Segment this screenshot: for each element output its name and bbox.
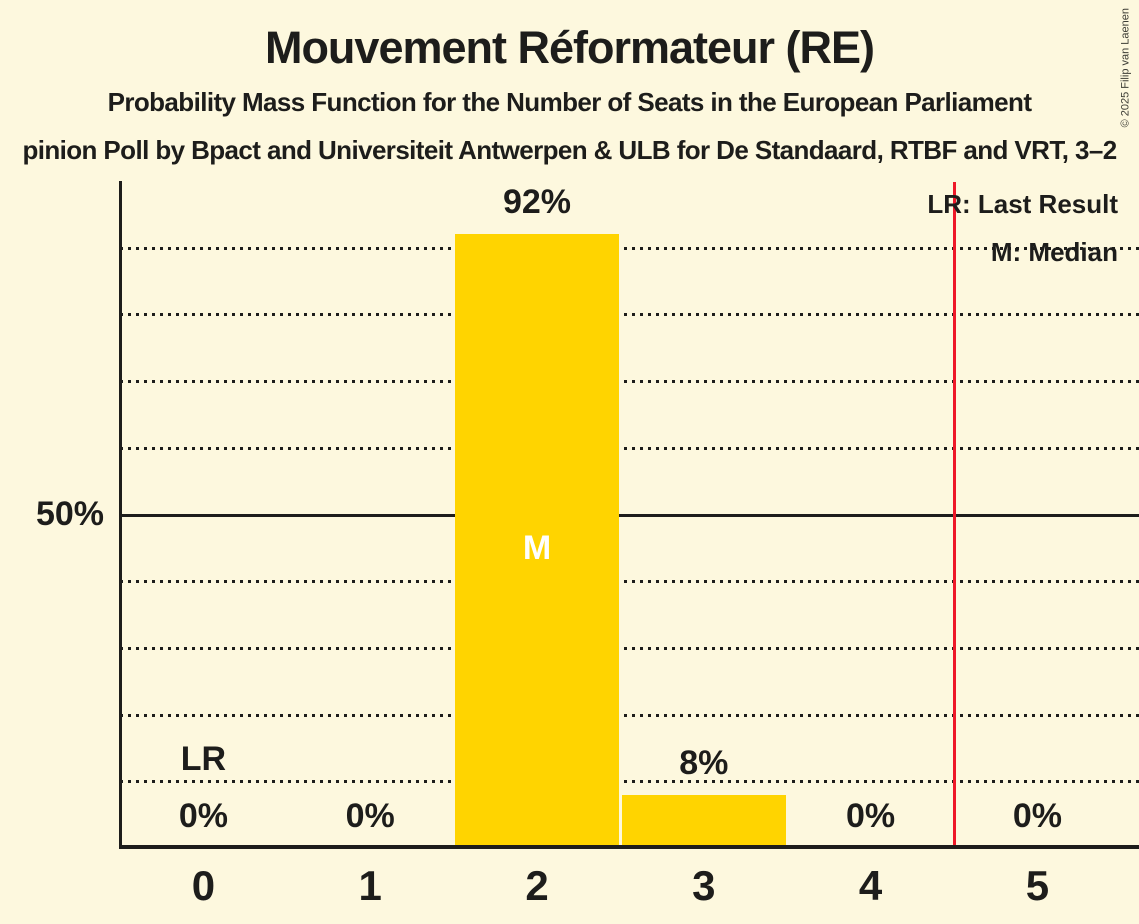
legend-last-result: LR: Last Result [927,189,1118,219]
chart-source-line: pinion Poll by Bpact and Universiteit An… [22,135,1117,165]
gridline-50pct-solid [120,513,1139,517]
x-tick-label: 0 [191,862,216,909]
last-result-marker: LR [180,740,227,778]
last-result-line [952,182,956,845]
chart-subtitle: Probability Mass Function for the Number… [107,87,1032,117]
x-tick-label: 4 [858,862,883,909]
gridline-80pct [120,313,1139,317]
gridline-30pct [120,646,1139,650]
y-axis-line [119,181,122,848]
bar-value-label: 0% [1012,797,1062,835]
gridline-20pct [120,713,1139,717]
chart-title: Mouvement Réformateur (RE) [264,22,875,73]
bar-value-label: 0% [846,797,896,835]
x-tick-label: 1 [358,862,382,909]
legend-median: M: Median [990,237,1118,267]
median-marker: M [522,529,552,567]
gridline-70pct [120,380,1139,384]
bar-seats-2 [455,234,619,848]
bar-value-label: 8% [679,743,729,782]
gridline-40pct [120,580,1139,584]
x-tick-label: 5 [1025,862,1050,909]
gridline-60pct [120,446,1139,450]
y-axis-50-label: 50% [35,495,104,533]
x-tick-label: 3 [692,862,716,909]
bar-value-label: 92% [502,183,572,222]
bar-value-label: 0% [345,797,395,835]
bar-value-label: 0% [178,797,228,835]
gridline-90pct [120,246,1139,250]
x-axis-line [119,845,1139,849]
x-tick-label: 2 [525,862,549,909]
gridline-10pct [120,780,1139,784]
bar-seats-3 [621,794,786,848]
